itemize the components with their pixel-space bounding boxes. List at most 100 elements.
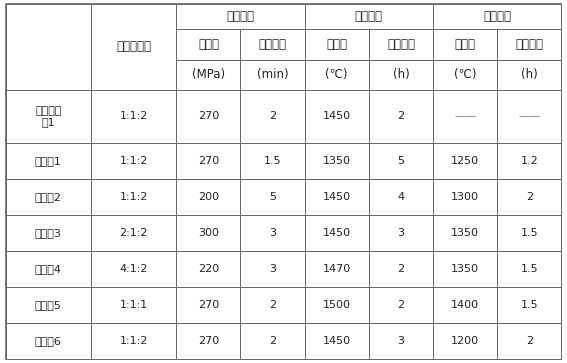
Text: 实施例3: 实施例3 [35,228,62,238]
Bar [433,323,497,359]
Text: 1.5: 1.5 [521,300,538,310]
Text: (min): (min) [257,69,289,81]
Text: 1.5: 1.5 [521,264,538,274]
Text: 2: 2 [269,336,276,346]
Bar [369,215,433,251]
Text: 200: 200 [198,192,219,202]
Text: (h): (h) [521,69,538,81]
Text: (MPa): (MPa) [192,69,225,81]
Text: 1350: 1350 [451,228,479,238]
Bar [176,4,304,29]
Text: 220: 220 [198,264,219,274]
Text: 3: 3 [397,336,404,346]
Bar [304,29,369,60]
Text: 1400: 1400 [451,300,479,310]
Bar [369,90,433,143]
Bar [433,60,497,90]
Bar [176,29,240,60]
Text: 2: 2 [397,264,404,274]
Text: 270: 270 [198,300,219,310]
Text: 实施例1: 实施例1 [35,156,62,166]
Text: 1:1:2: 1:1:2 [120,336,148,346]
Text: 1250: 1250 [451,156,479,166]
Bar [91,323,176,359]
Bar [369,60,433,90]
Bar [240,215,304,251]
Bar [176,143,240,179]
Bar [176,179,240,215]
Bar [176,323,240,359]
Text: 实施例5: 实施例5 [35,300,62,310]
Text: 5: 5 [269,192,276,202]
Text: 1450: 1450 [323,228,351,238]
Bar [433,179,497,215]
Bar [304,251,369,287]
Bar [91,90,176,143]
Text: (℃): (℃) [454,69,476,81]
Bar [6,323,91,359]
Text: 270: 270 [198,336,219,346]
Text: 270: 270 [198,111,219,122]
Bar [240,323,304,359]
Bar [369,287,433,323]
Bar [176,215,240,251]
Text: 2: 2 [526,336,533,346]
Bar [91,179,176,215]
Text: 实施例2: 实施例2 [35,192,62,202]
Bar [369,251,433,287]
Bar [6,287,91,323]
Text: 真空处理: 真空处理 [483,10,511,23]
Text: (h): (h) [392,69,409,81]
Text: 1.5: 1.5 [521,228,538,238]
Bar [369,179,433,215]
Text: 5: 5 [397,156,404,166]
Bar [497,251,561,287]
Bar [497,143,561,179]
Bar [240,143,304,179]
Text: 保压时间: 保压时间 [259,38,286,51]
Bar [497,90,561,143]
Text: 1:1:1: 1:1:1 [120,300,148,310]
Text: 300: 300 [198,228,219,238]
Bar [497,179,561,215]
Text: 实施例6: 实施例6 [35,336,62,346]
Bar [176,251,240,287]
Text: 1.2: 1.2 [521,156,538,166]
Bar [91,215,176,251]
Bar [304,60,369,90]
Text: 3: 3 [269,264,276,274]
Bar [176,90,240,143]
Bar [497,29,561,60]
Bar [240,29,304,60]
Bar [6,179,91,215]
Bar [433,251,497,287]
Text: 2: 2 [397,111,404,122]
Text: 实施例4: 实施例4 [35,264,62,274]
Bar [433,90,497,143]
Text: 保温时间: 保温时间 [387,38,415,51]
Text: ——: —— [518,111,540,122]
Bar [433,287,497,323]
Text: 2: 2 [526,192,533,202]
Text: 4: 4 [397,192,404,202]
Text: 1450: 1450 [323,336,351,346]
Text: 1.5: 1.5 [264,156,281,166]
Text: 增密处理: 增密处理 [226,10,255,23]
Bar [6,90,91,143]
Text: 1300: 1300 [451,192,479,202]
Bar [91,251,176,287]
Text: 通氧烧结: 通氧烧结 [355,10,383,23]
Text: 1:1:2: 1:1:2 [120,111,148,122]
Bar [6,4,91,90]
Text: 1:1:2: 1:1:2 [120,192,148,202]
Text: 原料摩尔比: 原料摩尔比 [116,40,151,53]
Bar [369,323,433,359]
Bar [240,179,304,215]
Bar [497,60,561,90]
Bar [433,29,497,60]
Bar [369,143,433,179]
Bar [497,287,561,323]
Text: 1200: 1200 [451,336,479,346]
Text: 3: 3 [269,228,276,238]
Text: 最高压: 最高压 [198,38,219,51]
